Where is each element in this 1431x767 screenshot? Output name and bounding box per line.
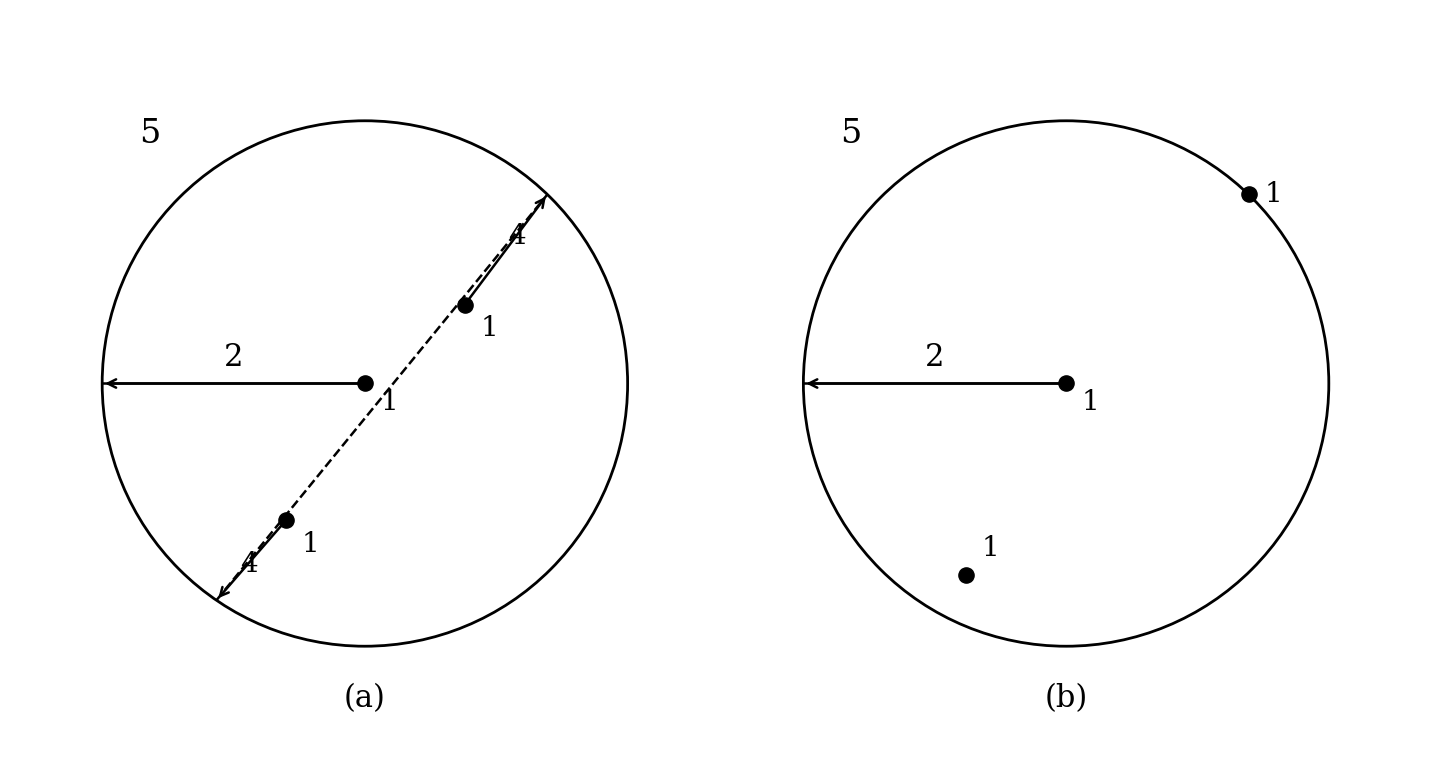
Point bbox=[275, 514, 298, 526]
Text: 1: 1 bbox=[1082, 389, 1099, 416]
Text: 1: 1 bbox=[1265, 181, 1282, 208]
Text: 4: 4 bbox=[508, 223, 527, 250]
Text: 1: 1 bbox=[302, 531, 319, 558]
Text: 2: 2 bbox=[223, 342, 243, 373]
Text: 4: 4 bbox=[240, 551, 258, 578]
Text: 1: 1 bbox=[381, 389, 398, 416]
Point bbox=[353, 377, 376, 390]
Point bbox=[454, 298, 477, 311]
Text: (a): (a) bbox=[343, 683, 386, 714]
Point bbox=[1238, 188, 1261, 200]
Text: 5: 5 bbox=[139, 118, 160, 150]
Text: 2: 2 bbox=[924, 342, 944, 373]
Text: (b): (b) bbox=[1045, 683, 1088, 714]
Text: 5: 5 bbox=[840, 118, 861, 150]
Point bbox=[1055, 377, 1078, 390]
Point bbox=[954, 569, 977, 581]
Text: 1: 1 bbox=[982, 535, 1000, 562]
Text: 1: 1 bbox=[481, 315, 498, 342]
